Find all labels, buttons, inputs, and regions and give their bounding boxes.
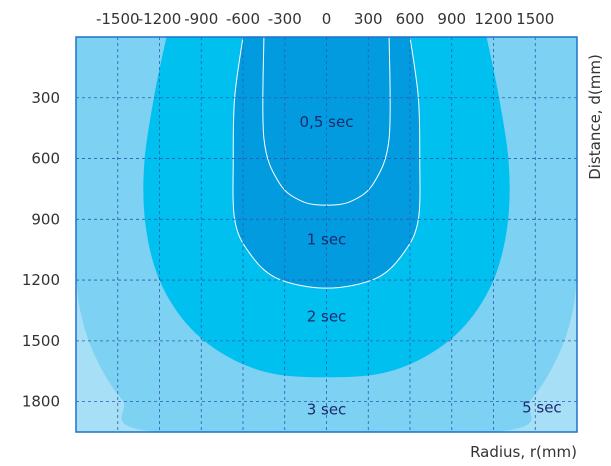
y-tick-labels: 300 600 900 1200 1500 1800 [22,89,60,411]
plot-area [76,37,577,432]
zone-labels: 0,5 sec 1 sec 2 sec 3 sec 5 sec [300,113,562,419]
x-tick-label: 1500 [516,10,554,28]
y-axis-title: Distance, d(mm) [586,54,604,180]
x-tick-label: -300 [268,10,302,28]
zone-label: 0,5 sec [300,113,354,131]
x-tick-label: 1200 [474,10,512,28]
x-axis-title: Radius, r(mm) [470,443,577,461]
x-tick-labels: -1500-1200 -900 -600 -300 0 300 600 900 1200 1500 [96,10,554,28]
y-tick-label: 1500 [22,332,60,350]
zone-label: 3 sec [307,401,347,419]
x-tick-label: -900 [184,10,218,28]
x-tick-label: 300 [354,10,383,28]
y-tick-label: 1800 [22,393,60,411]
zone-label: 2 sec [307,308,347,326]
y-tick-label: 300 [31,89,60,107]
y-tick-label: 1200 [22,271,60,289]
y-tick-label: 600 [31,150,60,168]
x-tick-label: -600 [226,10,260,28]
x-tick-label: -1500 [96,10,140,28]
y-tick-label: 900 [31,210,60,228]
zone-label: 1 sec [307,231,347,249]
x-tick-label: 0 [322,10,332,28]
zone-label: 5 sec [522,399,562,417]
x-tick-label: -1200 [138,10,182,28]
x-tick-label: 900 [437,10,466,28]
plot-frame [75,36,578,433]
x-tick-label: 600 [396,10,425,28]
